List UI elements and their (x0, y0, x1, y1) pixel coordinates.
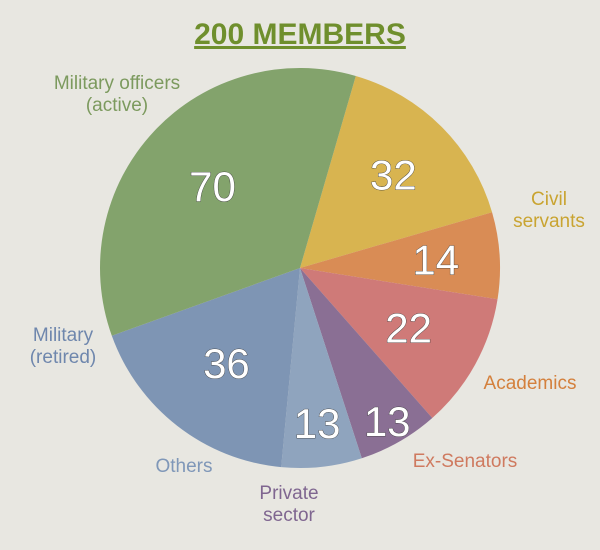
slice-value-label: 70 (189, 163, 236, 210)
slice-category-label-line: Military officers (54, 73, 180, 94)
slice-category-label-line: Private (259, 483, 318, 504)
slice-category-label-line: Academics (484, 373, 577, 394)
slice-value-label: 22 (385, 305, 432, 352)
pie-slice (300, 75, 493, 269)
slice-category-label-line: (active) (86, 95, 148, 116)
slice-category-label-line: (retired) (30, 347, 97, 368)
slice-category-label: Academics (484, 373, 577, 394)
slice-value-label: 36 (203, 340, 250, 387)
slice-category-label-line: Civil (531, 189, 567, 210)
slice-value-label: 13 (294, 400, 341, 447)
slice-category-label: Private sector (259, 483, 318, 526)
slice-category-label: Military officers (active) (54, 73, 180, 116)
pie-slice (100, 67, 356, 336)
pie-slice (300, 268, 498, 419)
pie-slice (300, 268, 433, 459)
slice-category-label-line: Military (33, 325, 94, 346)
slice-category-label: Ex-Senators (413, 451, 518, 472)
slice-category-label: Others (155, 456, 212, 477)
value-labels: 32 14 22 13 13 36 70 (189, 151, 460, 447)
chart-title: 200 MEMBERS (194, 18, 406, 51)
pie-slice (300, 212, 500, 300)
category-labels: Civil servants Academics Ex-Senators Private… (30, 73, 585, 526)
slice-value-label: 13 (364, 398, 411, 445)
pie-slices (100, 67, 500, 468)
slice-category-label-line: Others (155, 456, 212, 477)
pie-slice (281, 268, 362, 468)
slice-category-label: Military (retired) (30, 325, 97, 368)
slice-value-label: 14 (412, 236, 459, 283)
pie-slice (111, 268, 300, 468)
slice-value-label: 32 (370, 152, 417, 199)
slice-category-label-line: sector (263, 505, 315, 526)
slice-category-label-line: servants (513, 211, 585, 232)
slice-category-label: Civil servants (513, 189, 585, 232)
slice-category-label-line: Ex-Senators (413, 451, 518, 472)
